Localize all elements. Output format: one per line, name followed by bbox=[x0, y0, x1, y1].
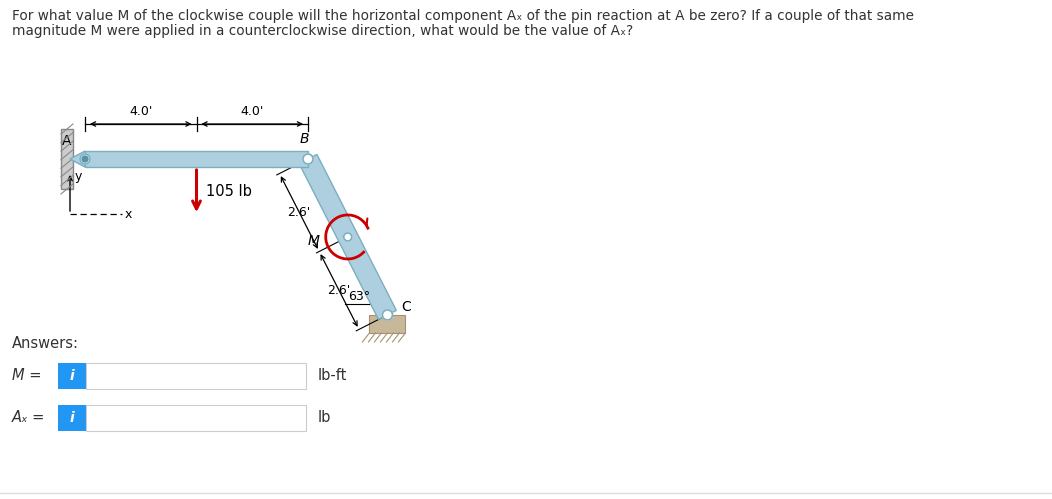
Text: Answers:: Answers: bbox=[12, 336, 79, 351]
Text: For what value M of the clockwise couple will the horizontal component Aₓ of the: For what value M of the clockwise couple… bbox=[12, 9, 914, 23]
Bar bbox=[58, 405, 86, 431]
Text: x: x bbox=[125, 208, 133, 221]
Polygon shape bbox=[299, 155, 397, 319]
Text: M =: M = bbox=[12, 368, 41, 384]
Bar bbox=[86, 363, 306, 389]
Text: magnitude M were applied in a counterclockwise direction, what would be the valu: magnitude M were applied in a counterclo… bbox=[12, 24, 633, 38]
Text: i: i bbox=[69, 411, 75, 425]
Text: 4.0': 4.0' bbox=[129, 105, 153, 118]
Text: 2.6': 2.6' bbox=[287, 206, 310, 219]
Text: M: M bbox=[308, 234, 320, 248]
Text: A: A bbox=[62, 134, 72, 148]
Circle shape bbox=[80, 154, 90, 164]
Text: y: y bbox=[75, 170, 82, 183]
Text: 4.0': 4.0' bbox=[241, 105, 264, 118]
Bar bbox=[61, 129, 73, 189]
Text: Aₓ =: Aₓ = bbox=[12, 411, 45, 426]
Polygon shape bbox=[70, 151, 85, 167]
Text: 63°: 63° bbox=[348, 290, 370, 303]
Text: 105 lb: 105 lb bbox=[206, 184, 252, 199]
Text: lb: lb bbox=[318, 411, 331, 426]
Circle shape bbox=[383, 310, 392, 320]
Text: i: i bbox=[69, 369, 75, 383]
Text: lb-ft: lb-ft bbox=[318, 368, 347, 384]
Bar bbox=[85, 151, 308, 167]
Bar bbox=[58, 363, 86, 389]
Circle shape bbox=[82, 156, 88, 162]
Text: 2.6': 2.6' bbox=[327, 284, 350, 297]
Bar bbox=[369, 315, 405, 333]
Text: C: C bbox=[402, 300, 411, 314]
Circle shape bbox=[344, 233, 351, 241]
Bar bbox=[86, 405, 306, 431]
Text: B: B bbox=[299, 132, 308, 146]
Circle shape bbox=[303, 154, 313, 164]
